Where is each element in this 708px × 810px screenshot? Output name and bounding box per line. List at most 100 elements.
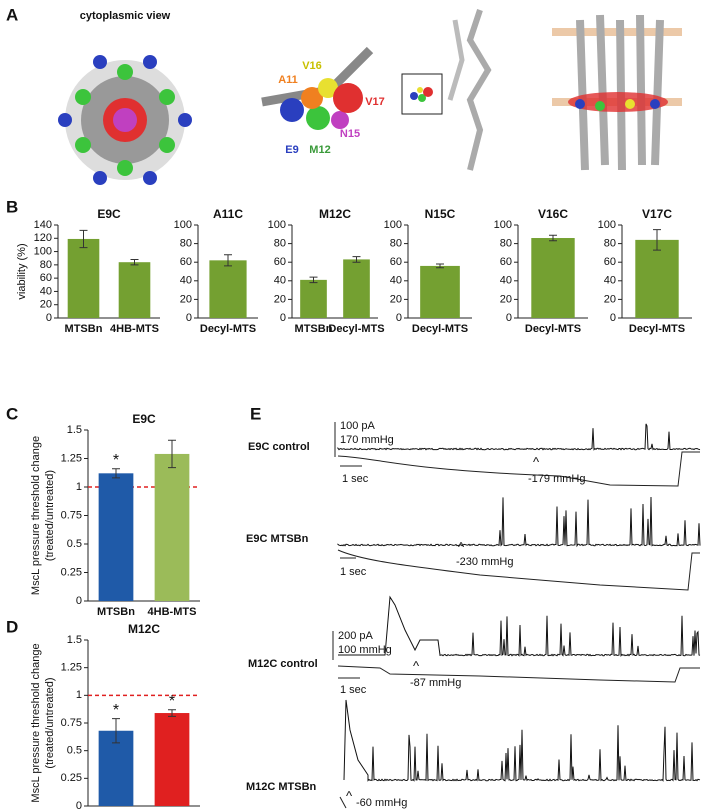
y-tick-label: 20 bbox=[40, 299, 52, 311]
chart-title: N15C bbox=[425, 207, 456, 221]
y-tick-label: 20 bbox=[390, 293, 402, 305]
y-tick-label: 0.5 bbox=[67, 745, 82, 757]
residue-label: V16 bbox=[302, 60, 322, 72]
y-tick-label: 60 bbox=[40, 272, 52, 284]
threshold-marker: ^ bbox=[346, 788, 353, 803]
y-tick-label: 1 bbox=[76, 481, 82, 493]
y-tick-label: 0.5 bbox=[67, 538, 82, 550]
structure-top-view bbox=[58, 55, 192, 185]
y-tick-label: 140 bbox=[34, 219, 52, 231]
y-tick-label: 0 bbox=[396, 312, 402, 324]
y-tick-label: 100 bbox=[34, 245, 52, 257]
y-axis-label: viability (%) bbox=[16, 243, 28, 299]
trace-label: E9C control bbox=[248, 441, 310, 453]
y-tick-label: 1.5 bbox=[67, 424, 82, 436]
panel-label: D bbox=[6, 617, 18, 636]
x-tick-label: Decyl-MTS bbox=[525, 323, 581, 335]
x-tick-label: MTSBn bbox=[97, 606, 135, 618]
y-tick-label: 0 bbox=[76, 800, 82, 810]
pressure-trace bbox=[337, 549, 700, 591]
y-tick-label: 0.75 bbox=[61, 509, 82, 521]
structure-monomer bbox=[401, 9, 492, 171]
y-tick-label: 60 bbox=[500, 256, 512, 268]
x-tick-label: 4HB-MTS bbox=[148, 606, 197, 618]
y-tick-label: 20 bbox=[500, 293, 512, 305]
y-tick-label: 40 bbox=[500, 275, 512, 287]
y-tick-label: 40 bbox=[40, 285, 52, 297]
structure-helix-closeup bbox=[261, 46, 374, 130]
panel-label: C bbox=[6, 404, 18, 423]
y-tick-label: 80 bbox=[40, 259, 52, 271]
scale-label: 100 pA bbox=[340, 420, 376, 432]
threshold-label: -179 mmHg bbox=[528, 473, 585, 485]
chart-title: A11C bbox=[213, 207, 243, 221]
y-tick-label: 0.25 bbox=[61, 566, 82, 578]
chart-title: M12C bbox=[319, 207, 351, 221]
y-tick-label: 40 bbox=[390, 275, 402, 287]
panel-label: E bbox=[250, 404, 261, 423]
threshold-marker: ^ bbox=[458, 539, 465, 554]
pressure-trace bbox=[337, 451, 700, 487]
residue-label: A11 bbox=[278, 74, 298, 86]
y-tick-label: 0.25 bbox=[61, 772, 82, 784]
y-tick-label: 1.5 bbox=[67, 634, 82, 646]
y-tick-label: 120 bbox=[34, 232, 52, 244]
residue-label: V17 bbox=[365, 96, 385, 108]
panel-label: A bbox=[6, 5, 18, 24]
pressure-trace bbox=[339, 796, 347, 809]
traces: E9C control 100 pA 170 mmHg 1 sec ^ -179 mmHg… bbox=[246, 420, 701, 809]
bar bbox=[154, 453, 190, 601]
y-tick-label: 1.25 bbox=[61, 662, 82, 674]
bar bbox=[154, 713, 190, 806]
y-tick-label: 40 bbox=[274, 275, 286, 287]
residue-label: N15 bbox=[340, 128, 360, 140]
x-tick-label: MTSBn bbox=[295, 323, 333, 335]
bar bbox=[118, 262, 151, 318]
significance-marker: * bbox=[113, 702, 119, 719]
y-tick-label: 20 bbox=[180, 293, 192, 305]
error-bar bbox=[224, 254, 232, 267]
y-tick-label: 0 bbox=[76, 595, 82, 607]
y-tick-label: 60 bbox=[180, 256, 192, 268]
scale-label: 1 sec bbox=[340, 566, 367, 578]
y-tick-label: 60 bbox=[604, 256, 616, 268]
y-axis-label: MscL pressure threshold change bbox=[30, 436, 42, 595]
y-tick-label: 100 bbox=[598, 219, 616, 231]
scale-label: 100 mmHg bbox=[338, 644, 392, 656]
bar bbox=[300, 279, 327, 318]
current-trace bbox=[338, 595, 701, 658]
panel-label: B bbox=[6, 197, 18, 216]
error-bar bbox=[549, 234, 557, 242]
threshold-marker: ^ bbox=[413, 658, 420, 673]
y-tick-label: 100 bbox=[494, 219, 512, 231]
trace-label: M12C control bbox=[248, 658, 318, 670]
y-tick-label: 40 bbox=[604, 275, 616, 287]
error-bar bbox=[79, 229, 88, 249]
y-tick-label: 100 bbox=[268, 219, 286, 231]
y-tick-label: 20 bbox=[274, 293, 286, 305]
current-trace bbox=[343, 699, 701, 782]
chart-title: V17C bbox=[642, 207, 672, 221]
scale-label: 1 sec bbox=[340, 684, 367, 696]
scale-label: 170 mmHg bbox=[340, 434, 394, 446]
error-bar bbox=[436, 263, 444, 269]
chart-title: E9C bbox=[97, 207, 121, 221]
y-tick-label: 0.75 bbox=[61, 717, 82, 729]
scale-label: 1 sec bbox=[342, 473, 369, 485]
trace-label: E9C MTSBn bbox=[246, 533, 309, 545]
view-label: cytoplasmic view bbox=[80, 10, 171, 22]
error-bar bbox=[130, 259, 139, 266]
structure-side-view bbox=[552, 14, 682, 171]
x-tick-label: Decyl-MTS bbox=[412, 323, 468, 335]
error-bar bbox=[653, 229, 661, 251]
bar bbox=[343, 259, 370, 318]
x-tick-label: Decyl-MTS bbox=[629, 323, 685, 335]
current-trace bbox=[337, 496, 701, 548]
y-tick-label: 1 bbox=[76, 689, 82, 701]
y-tick-label: 80 bbox=[180, 238, 192, 250]
y-tick-label: 100 bbox=[174, 219, 192, 231]
pressure-trace bbox=[337, 665, 700, 683]
current-trace bbox=[337, 423, 701, 451]
y-tick-label: 1.25 bbox=[61, 452, 82, 464]
